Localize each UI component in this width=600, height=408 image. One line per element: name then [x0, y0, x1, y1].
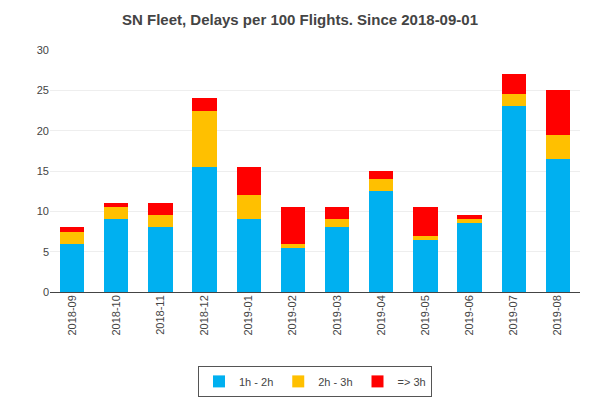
svg-text:2018-12: 2018-12 [198, 295, 210, 335]
svg-text:2019-03: 2019-03 [331, 295, 343, 335]
svg-text:2019-04: 2019-04 [375, 295, 387, 335]
svg-text:10: 10 [37, 205, 49, 217]
svg-text:2019-08: 2019-08 [551, 295, 563, 335]
svg-text:2019-07: 2019-07 [507, 295, 519, 335]
svg-text:2019-01: 2019-01 [242, 295, 254, 335]
svg-text:2018-11: 2018-11 [154, 295, 166, 335]
svg-text:5: 5 [43, 246, 49, 258]
svg-text:2019-06: 2019-06 [463, 295, 475, 335]
svg-text:2018-09: 2018-09 [66, 295, 78, 335]
svg-text:2h - 3h: 2h - 3h [318, 376, 352, 388]
svg-text:30: 30 [37, 44, 49, 56]
svg-text:25: 25 [37, 84, 49, 96]
svg-text:15: 15 [37, 165, 49, 177]
svg-text:2018-10: 2018-10 [110, 295, 122, 335]
svg-text:2019-02: 2019-02 [286, 295, 298, 335]
svg-text:0: 0 [43, 286, 49, 298]
svg-text:2019-05: 2019-05 [419, 295, 431, 335]
svg-text:1h - 2h: 1h - 2h [239, 376, 273, 388]
svg-text:SN Fleet, Delays per 100 Fligh: SN Fleet, Delays per 100 Flights. Since … [122, 11, 478, 28]
svg-text:20: 20 [37, 125, 49, 137]
svg-text:=> 3h: => 3h [398, 376, 426, 388]
